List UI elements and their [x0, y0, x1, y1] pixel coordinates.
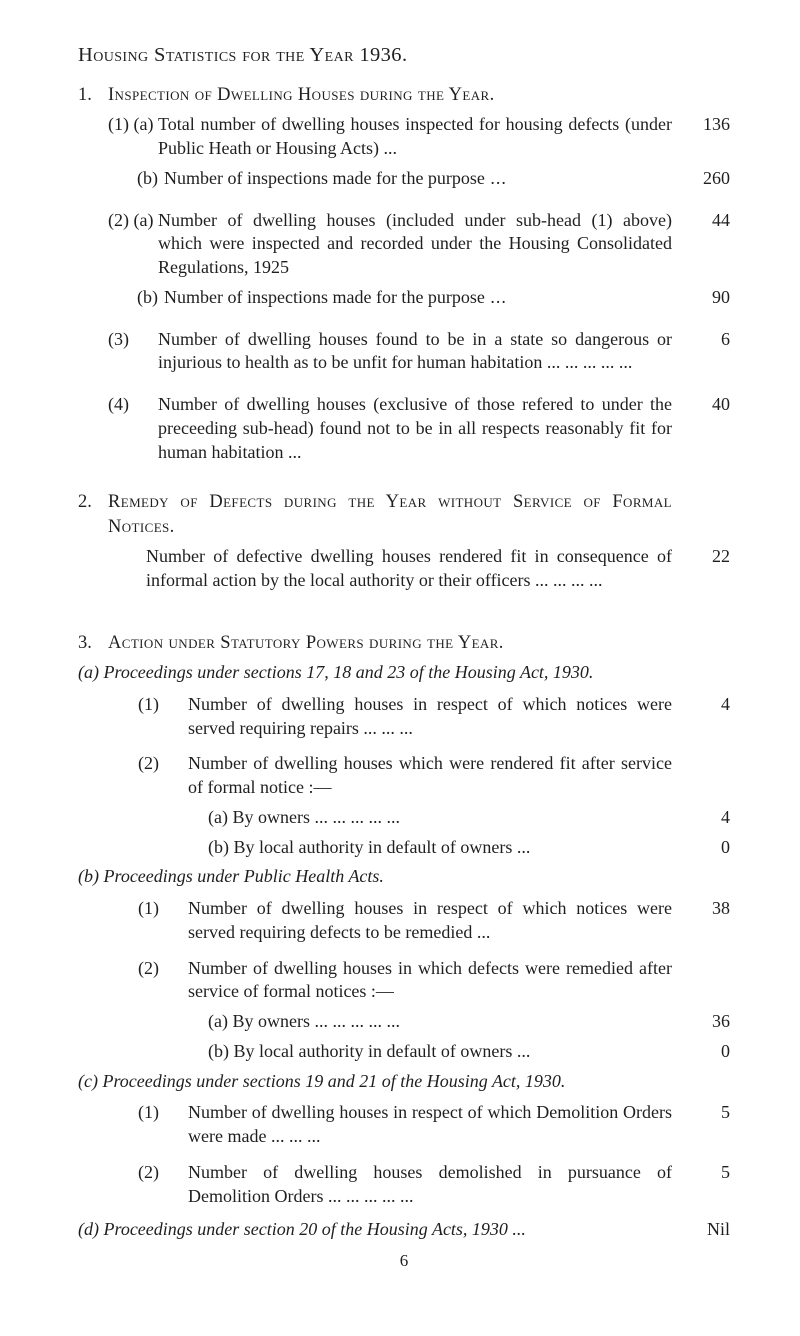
item-number: (1): [138, 1101, 188, 1149]
item-value: 38: [682, 897, 730, 945]
item-3a-2a: (a) By owners ... ... ... ... ... 4: [78, 806, 730, 830]
item-value: 4: [682, 806, 730, 830]
item-text: Number of dwelling houses in respect of …: [188, 1101, 682, 1149]
item-number: (2): [138, 1161, 188, 1209]
item-value: Nil: [682, 1214, 730, 1242]
item-3b-2a: (a) By owners ... ... ... ... ... 36: [78, 1010, 730, 1034]
item-number: (1): [138, 897, 188, 945]
item-number: (4): [108, 393, 158, 464]
item-3b-2b: (b) By local authority in default of own…: [78, 1040, 730, 1064]
document-page: Housing Statistics for the Year 1936. 1.…: [0, 0, 800, 1303]
section-number: 2.: [78, 490, 108, 539]
item-value: 6: [682, 328, 730, 376]
item-number: (1) (a): [108, 113, 158, 161]
item-number: (b): [108, 167, 164, 191]
item-text: (b) By local authority in default of own…: [208, 836, 682, 860]
item-1-2b: (b) Number of inspections made for the p…: [78, 286, 730, 310]
item-text: (a) By owners ... ... ... ... ...: [208, 1010, 682, 1034]
item-text: Number of dwelling houses demolished in …: [188, 1161, 682, 1209]
item-text: Number of dwelling houses (included unde…: [158, 209, 682, 280]
item-value: 4: [682, 693, 730, 741]
item-3d: (d) Proceedings under section 20 of the …: [78, 1214, 730, 1242]
item-3a-1: (1) Number of dwelling houses in respect…: [78, 693, 730, 741]
item-number: (3): [108, 328, 158, 376]
proceedings-b-heading: (b) Proceedings under Public Health Acts…: [78, 865, 730, 889]
item-value: 40: [682, 393, 730, 464]
item-3b-2: (2) Number of dwelling houses in which d…: [78, 957, 730, 1005]
section-number: 3.: [78, 631, 108, 655]
item-number: (2): [138, 752, 188, 800]
page-number: 6: [78, 1250, 730, 1272]
item-text: (b) By local authority in default of own…: [208, 1040, 682, 1064]
item-text: Number of dwelling houses which were ren…: [188, 752, 682, 800]
proceedings-d-heading: (d) Proceedings under section 20 of the …: [78, 1218, 682, 1242]
item-value: 44: [682, 209, 730, 280]
section-title: Inspection of Dwelling Houses during the…: [108, 85, 495, 105]
item-number: (b): [108, 286, 164, 310]
proceedings-c-heading: (c) Proceedings under sections 19 and 21…: [78, 1070, 730, 1094]
item-value: 36: [682, 1010, 730, 1034]
item-value: 22: [682, 545, 730, 593]
item-1-1a: (1) (a) Total number of dwelling houses …: [78, 113, 730, 161]
item-1-1b: (b) Number of inspections made for the p…: [78, 167, 730, 191]
item-number: (2) (a): [108, 209, 158, 280]
item-3c-1: (1) Number of dwelling houses in respect…: [78, 1101, 730, 1149]
item-text: Number of dwelling houses (exclusive of …: [158, 393, 682, 464]
item-value: 0: [682, 1040, 730, 1064]
item-3a-2: (2) Number of dwelling houses which were…: [78, 752, 730, 800]
item-1-3: (3) Number of dwelling houses found to b…: [78, 328, 730, 376]
item-number: (2): [138, 957, 188, 1005]
item-text: Total number of dwelling houses inspecte…: [158, 113, 682, 161]
item-3c-2: (2) Number of dwelling houses demolished…: [78, 1161, 730, 1209]
section-title: Action under Statutory Powers during the…: [108, 633, 504, 653]
section-2-heading: 2. Remedy of Defects during the Year wit…: [78, 490, 730, 539]
item-value: 90: [682, 286, 730, 310]
item-3a-2b: (b) By local authority in default of own…: [78, 836, 730, 860]
item-value: 260: [682, 167, 730, 191]
item-text: Number of dwelling houses in respect of …: [188, 897, 682, 945]
page-title: Housing Statistics for the Year 1936.: [78, 42, 730, 69]
section-title: Remedy of Defects during the Year withou…: [108, 492, 672, 536]
section-number: 1.: [78, 83, 108, 107]
proceedings-a-heading: (a) Proceedings under sections 17, 18 an…: [78, 661, 730, 685]
item-3b-1: (1) Number of dwelling houses in respect…: [78, 897, 730, 945]
item-1-2a: (2) (a) Number of dwelling houses (inclu…: [78, 209, 730, 280]
item-number: (1): [138, 693, 188, 741]
item-text: (a) By owners ... ... ... ... ...: [208, 806, 682, 830]
section-1-heading: 1. Inspection of Dwelling Houses during …: [78, 83, 730, 107]
item-2-body: Number of defective dwelling houses rend…: [78, 545, 730, 593]
item-text: Number of inspections made for the purpo…: [164, 286, 682, 310]
item-text: Number of inspections made for the purpo…: [164, 167, 682, 191]
item-value: 5: [682, 1101, 730, 1149]
item-value: 136: [682, 113, 730, 161]
item-text: Number of dwelling houses in respect of …: [188, 693, 682, 741]
item-value: 0: [682, 836, 730, 860]
item-text: Number of dwelling houses in which defec…: [188, 957, 682, 1005]
item-1-4: (4) Number of dwelling houses (exclusive…: [78, 393, 730, 464]
item-text: Number of defective dwelling houses rend…: [146, 545, 682, 593]
section-3-heading: 3. Action under Statutory Powers during …: [78, 631, 730, 655]
item-text: Number of dwelling houses found to be in…: [158, 328, 682, 376]
item-value: 5: [682, 1161, 730, 1209]
